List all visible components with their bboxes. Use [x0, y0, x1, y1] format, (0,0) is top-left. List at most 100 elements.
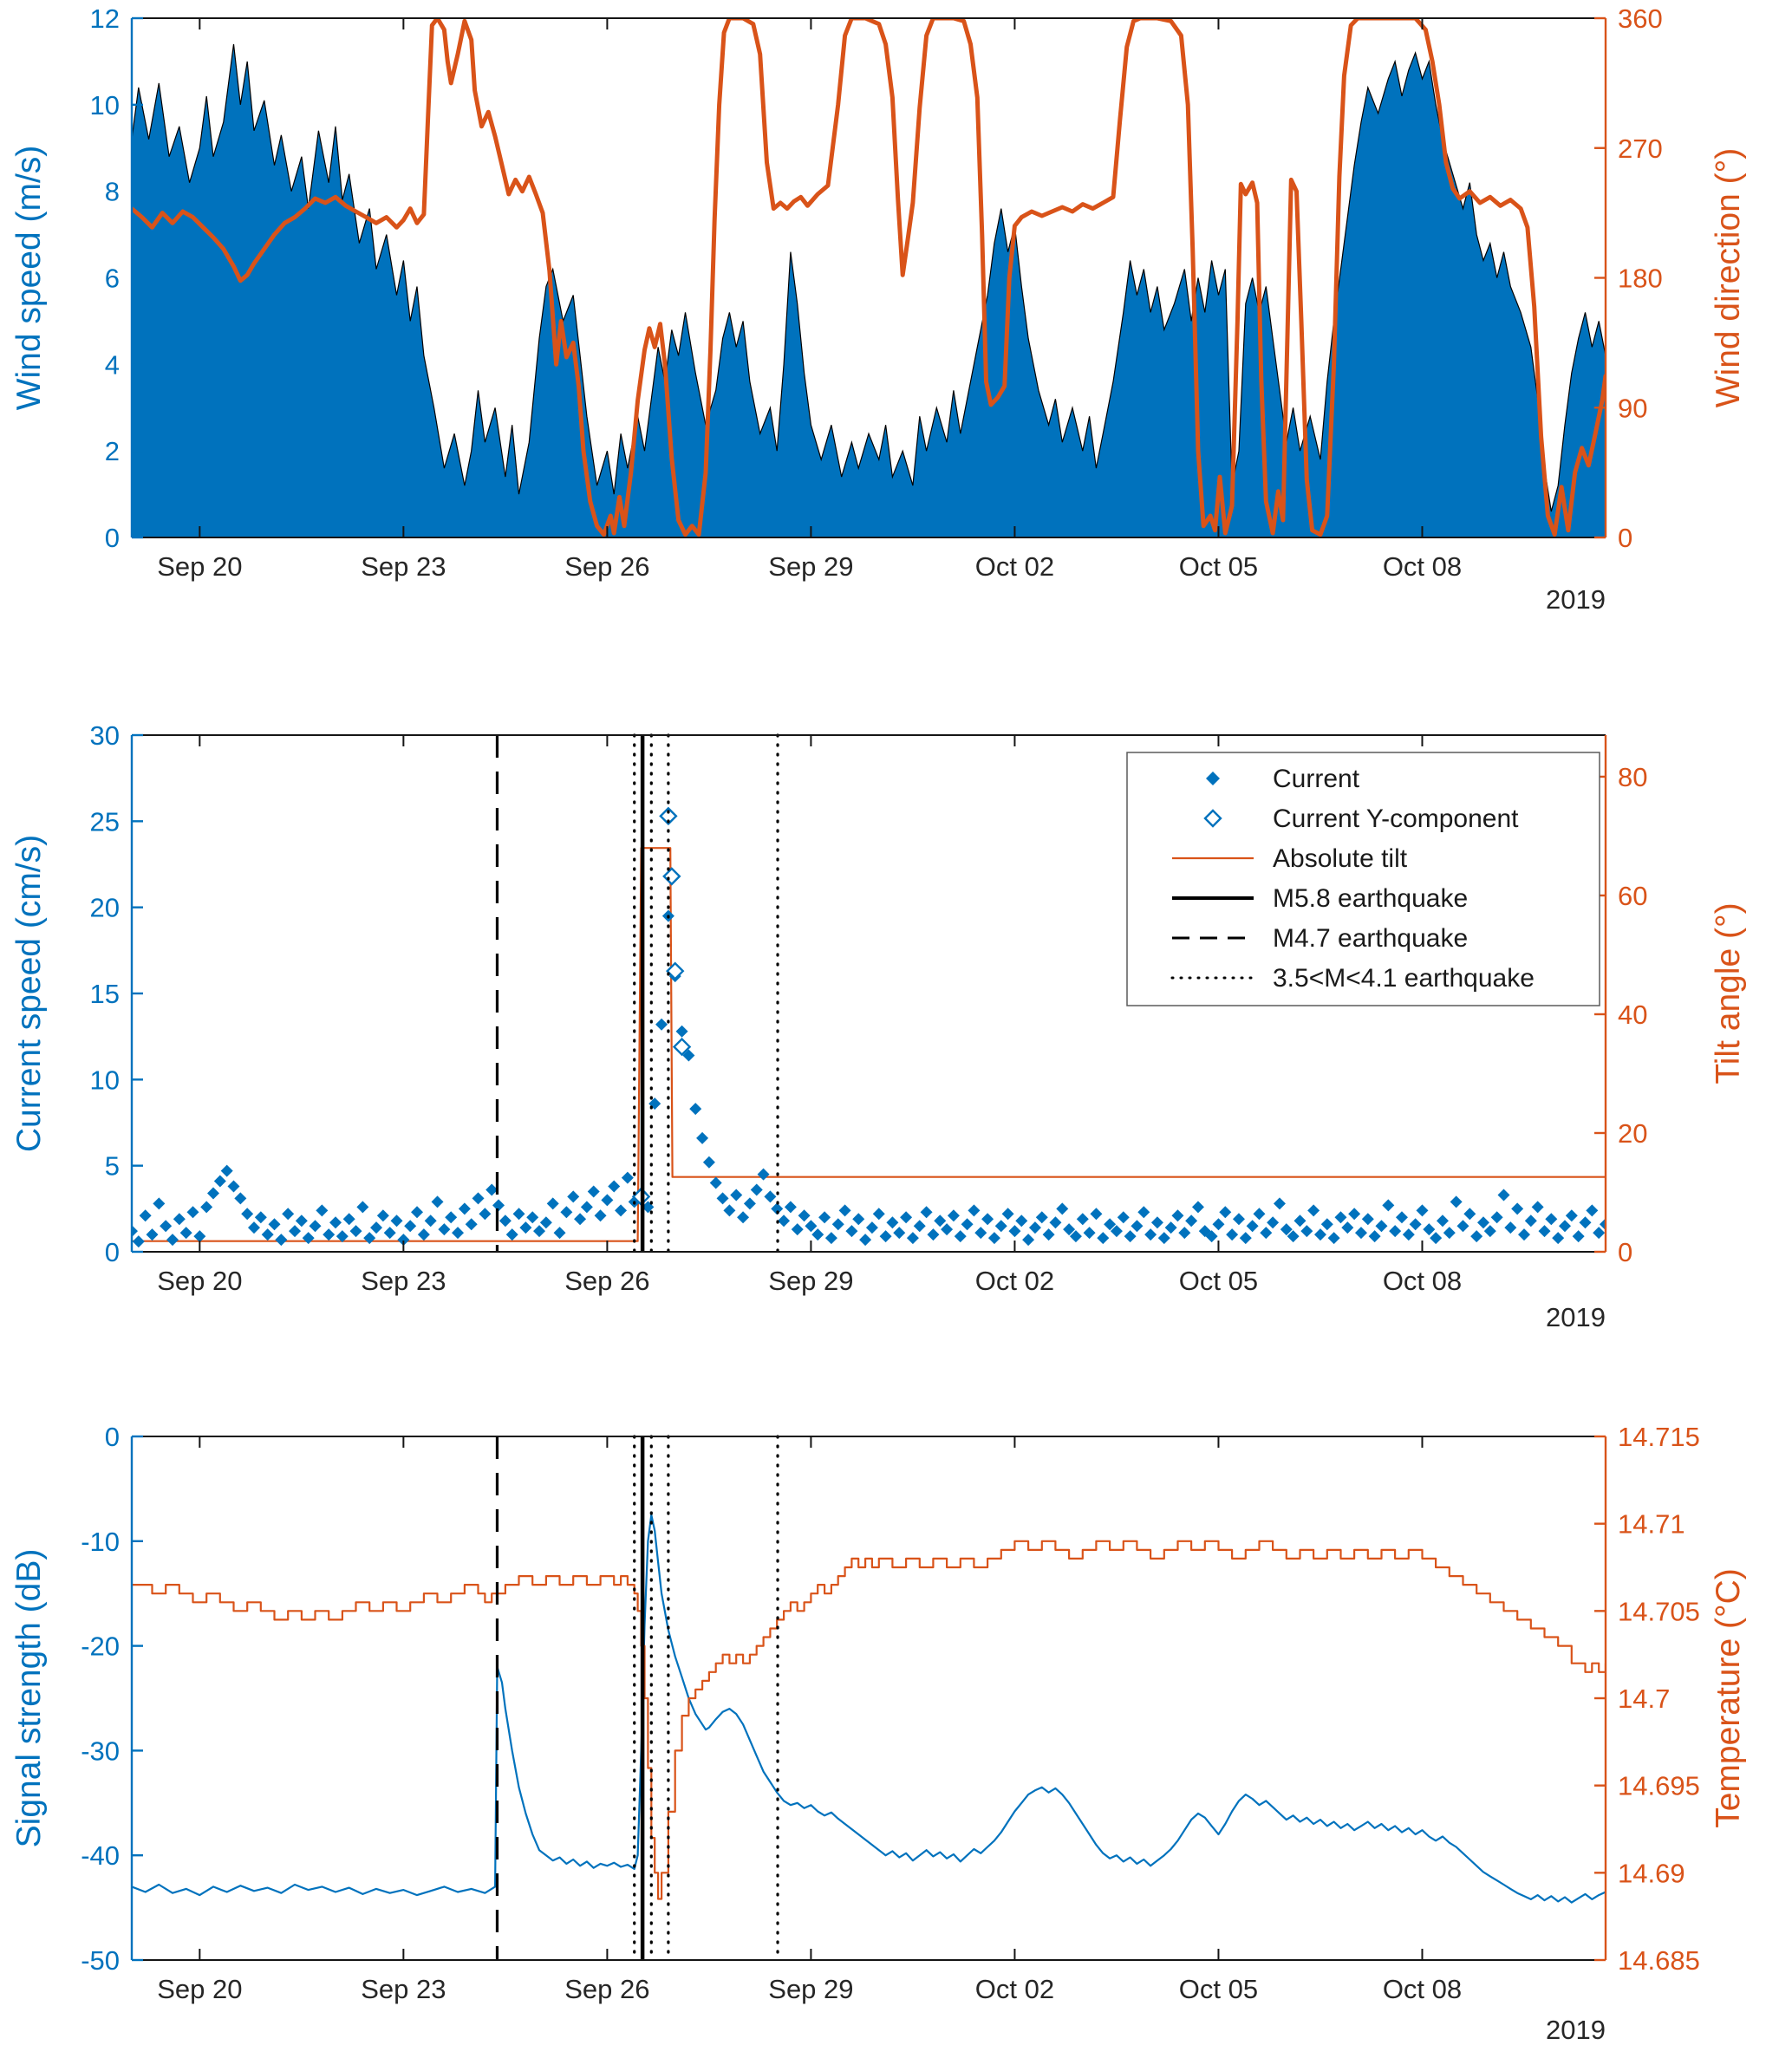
- x-tick-label: Sep 20: [157, 551, 242, 582]
- x-tick-label: Sep 26: [564, 551, 649, 582]
- diamond-marker: [1035, 1211, 1048, 1224]
- diamond-marker: [336, 1230, 349, 1243]
- diamond-marker: [227, 1180, 240, 1193]
- diamond-marker: [893, 1227, 906, 1240]
- diamond-open-marker: [659, 806, 678, 826]
- diamond-marker: [1293, 1215, 1307, 1228]
- diamond-marker: [424, 1215, 437, 1228]
- diamond-marker: [1131, 1220, 1144, 1233]
- diamond-marker: [1219, 1206, 1232, 1219]
- diamond-marker: [173, 1213, 186, 1226]
- left-tick-label: 20: [90, 893, 120, 923]
- diamond-marker: [1600, 1218, 1606, 1231]
- diamond-marker: [1022, 1234, 1035, 1247]
- right-tick-label: 14.695: [1618, 1771, 1700, 1801]
- left-tick-label: 4: [105, 349, 120, 380]
- diamond-marker: [295, 1215, 308, 1228]
- right-tick-label: 14.71: [1618, 1509, 1685, 1540]
- diamond-marker: [994, 1220, 1007, 1233]
- diamond-marker: [723, 1204, 736, 1217]
- diamond-marker: [743, 1197, 756, 1210]
- diamond-marker: [1409, 1218, 1422, 1231]
- legend-label: M5.8 earthquake: [1273, 884, 1468, 913]
- right-tick-label: 80: [1618, 762, 1647, 792]
- diamond-marker: [1402, 1228, 1415, 1241]
- right-axis-label: Wind direction (°): [1710, 148, 1747, 408]
- diamond-marker: [323, 1228, 336, 1241]
- diamond-marker: [947, 1209, 960, 1222]
- diamond-marker: [275, 1234, 288, 1247]
- diamond-marker: [546, 1197, 559, 1210]
- diamond-marker: [1150, 1216, 1163, 1229]
- diamond-marker: [1504, 1221, 1517, 1234]
- diamond-marker: [370, 1221, 383, 1234]
- left-tick-label: -30: [81, 1736, 120, 1766]
- left-tick-label: 0: [105, 1237, 120, 1267]
- legend-label: Absolute tilt: [1273, 844, 1408, 873]
- diamond-marker: [254, 1211, 267, 1224]
- diamond-marker: [404, 1220, 417, 1233]
- diamond-marker: [1090, 1208, 1103, 1221]
- diamond-marker: [1593, 1227, 1606, 1240]
- right-axis-label: Tilt angle (°): [1710, 902, 1747, 1084]
- diamond-marker: [675, 1025, 688, 1038]
- legend-box: [1126, 752, 1600, 1006]
- diamond-marker: [886, 1216, 899, 1229]
- diamond-marker: [560, 1206, 573, 1219]
- diamond-marker: [1423, 1223, 1436, 1236]
- diamond-marker: [1307, 1204, 1320, 1217]
- right-tick-label: 14.7: [1618, 1684, 1670, 1714]
- x-tick-label: Sep 26: [564, 1266, 649, 1296]
- diamond-marker: [1015, 1215, 1028, 1228]
- diamond-marker: [1450, 1195, 1463, 1208]
- diamond-marker: [1300, 1225, 1313, 1238]
- diamond-marker: [1239, 1232, 1252, 1245]
- signal-strength-line: [132, 1514, 1606, 1904]
- left-tick-label: 8: [105, 177, 120, 207]
- diamond-marker: [282, 1208, 295, 1221]
- diamond-marker: [1144, 1228, 1157, 1241]
- diamond-marker: [987, 1232, 1000, 1245]
- diamond-marker: [512, 1208, 525, 1221]
- x-tick-label: Sep 29: [768, 551, 853, 582]
- diamond-marker: [879, 1230, 892, 1243]
- diamond-marker: [485, 1183, 499, 1196]
- diamond-marker: [1320, 1218, 1333, 1231]
- diamond-marker: [621, 1171, 634, 1184]
- diamond-marker: [139, 1209, 152, 1222]
- diamond-marker: [567, 1190, 580, 1203]
- right-tick-label: 40: [1618, 1000, 1647, 1030]
- diamond-open-marker: [666, 961, 685, 980]
- diamond-marker: [1531, 1201, 1544, 1214]
- legend: Current Current Y-component Absolute tilt M…: [1126, 752, 1600, 1006]
- diamond-marker: [771, 1202, 784, 1215]
- diamond-marker: [1171, 1209, 1184, 1222]
- diamond-marker: [1056, 1202, 1069, 1215]
- diamond-marker: [1267, 1216, 1280, 1229]
- left-tick-label: 10: [90, 90, 120, 120]
- diamond-marker: [479, 1208, 492, 1221]
- diamond-marker: [499, 1215, 512, 1228]
- wind-speed-area: [132, 43, 1606, 537]
- diamond-marker: [248, 1221, 261, 1234]
- diamond-marker: [655, 1018, 668, 1031]
- diamond-marker: [927, 1228, 940, 1241]
- diamond-marker: [1191, 1201, 1204, 1214]
- x-tick-label: Oct 08: [1383, 1974, 1462, 2004]
- diamond-marker: [852, 1213, 865, 1226]
- diamond-marker: [818, 1211, 831, 1224]
- diamond-marker: [329, 1216, 342, 1229]
- diamond-marker: [1470, 1230, 1483, 1243]
- diamond-marker: [805, 1220, 818, 1233]
- diamond-marker: [356, 1201, 369, 1214]
- diamond-marker: [1287, 1230, 1300, 1243]
- right-tick-label: 270: [1618, 134, 1663, 164]
- x-tick-label: Sep 23: [361, 1266, 446, 1296]
- diamond-marker: [1511, 1202, 1524, 1215]
- diamond-marker: [397, 1234, 410, 1247]
- diamond-marker: [1273, 1197, 1286, 1210]
- x-tick-label: Sep 20: [157, 1974, 242, 2004]
- diamond-marker: [1463, 1208, 1476, 1221]
- diamond-marker: [1341, 1221, 1354, 1234]
- wind-direction-line: [132, 18, 1606, 537]
